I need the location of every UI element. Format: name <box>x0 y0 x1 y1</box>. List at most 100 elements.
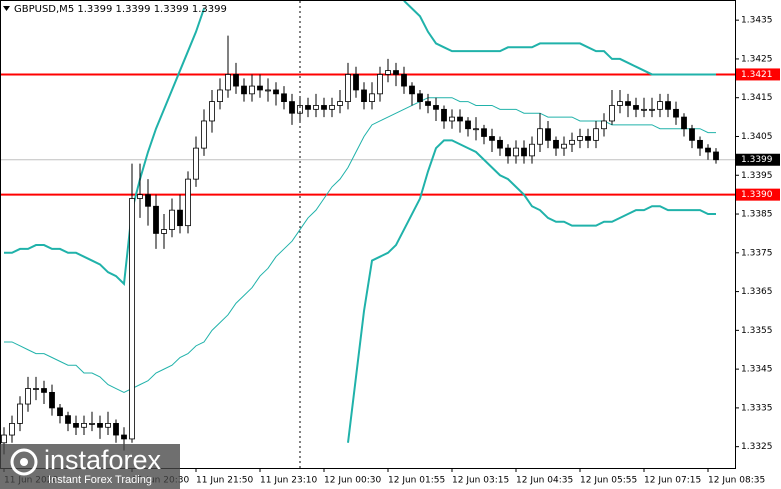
candle-body <box>249 85 255 95</box>
candle-body <box>385 70 391 75</box>
x-tick-label: 12 Jun 05:55 <box>580 476 637 486</box>
candle-body <box>281 93 287 102</box>
candle-body <box>49 391 55 409</box>
candle-body <box>393 70 399 75</box>
y-tick-label: 1.3425 <box>741 54 773 64</box>
candle-body <box>121 434 127 440</box>
candle-body <box>465 120 471 130</box>
last-price-box <box>736 153 780 166</box>
y-tick-label: 1.3435 <box>741 16 773 26</box>
x-tick-label: 12 Jun 00:30 <box>324 476 381 486</box>
candle-body <box>361 89 367 102</box>
candle-body <box>705 147 711 153</box>
level-label: 1.3390 <box>741 190 773 200</box>
x-tick-label: 12 Jun 04:35 <box>516 476 573 486</box>
candle-body <box>489 136 495 141</box>
y-tick-label: 1.3335 <box>741 403 773 413</box>
candle-body <box>65 415 71 424</box>
last-price-label: 1.3399 <box>741 155 773 165</box>
candle-body <box>657 101 663 110</box>
candle-body <box>217 89 223 102</box>
band-line <box>4 97 716 393</box>
y-tick-label: 1.3345 <box>741 365 773 375</box>
candle-body <box>137 194 143 199</box>
candle-body <box>257 85 263 91</box>
y-tick-label: 1.3355 <box>741 326 773 336</box>
y-tick-label: 1.3365 <box>741 287 773 297</box>
candle-body <box>441 108 447 122</box>
candle-body <box>369 93 375 102</box>
y-tick-label: 1.3395 <box>741 171 773 181</box>
x-tick-label: 12 Jun 08:35 <box>708 476 765 486</box>
candle-body <box>601 120 607 130</box>
candle-body <box>585 136 591 141</box>
plot-area <box>1 1 735 455</box>
band-line <box>347 139 716 443</box>
candle-body <box>713 151 719 161</box>
candle-body <box>521 147 527 157</box>
chart-title: GBPUSD,M5 1.3399 1.3399 1.3399 1.3399 <box>14 4 227 15</box>
candle-body <box>673 108 679 118</box>
candle-body <box>17 403 23 424</box>
candle-body <box>337 101 343 106</box>
candle-body <box>153 205 159 234</box>
x-tick-label: 12 Jun 07:15 <box>644 476 701 486</box>
candle-body <box>97 423 103 428</box>
candle-body <box>161 229 167 234</box>
candle-body <box>353 74 359 91</box>
candle-body <box>649 108 655 111</box>
candle-body <box>481 128 487 137</box>
y-tick-label: 1.3325 <box>741 442 773 452</box>
candle-body <box>505 147 511 157</box>
candle-body <box>321 105 327 110</box>
candle-body <box>577 136 583 141</box>
candle-body <box>129 198 135 440</box>
candle-body <box>41 388 47 393</box>
candle-body <box>697 139 703 149</box>
x-tick-label: 12 Jun 03:15 <box>452 476 509 486</box>
candle-body <box>113 423 119 436</box>
candle-body <box>297 105 303 114</box>
candle-body <box>473 128 479 131</box>
candle-body <box>593 128 599 141</box>
candle-body <box>105 423 111 428</box>
candle-body <box>609 105 615 122</box>
candle-body <box>57 407 63 417</box>
candle-body <box>177 209 183 227</box>
candle-body <box>193 147 199 180</box>
y-tick-label: 1.3405 <box>741 132 773 142</box>
candle-body <box>81 423 87 428</box>
candle-body <box>457 116 463 122</box>
level-label-box <box>736 188 780 201</box>
candle-body <box>1 434 7 444</box>
candle-body <box>497 139 503 149</box>
band-line <box>403 1 716 76</box>
candle-body <box>241 85 247 95</box>
candle-body <box>185 178 191 227</box>
x-tick-label: 11 Jun 23:10 <box>260 476 317 486</box>
candle-body <box>529 143 535 157</box>
candle-body <box>201 120 207 149</box>
candle-body <box>345 74 351 102</box>
candle-body <box>169 209 175 230</box>
band-line <box>4 8 205 286</box>
menu-arrow[interactable] <box>3 6 10 11</box>
candle-body <box>537 128 543 145</box>
watermark-logo-dot <box>20 458 28 466</box>
candle-body <box>329 105 335 110</box>
candle-body <box>449 116 455 122</box>
candle-body <box>553 139 559 149</box>
watermark-brand: instaforex <box>44 445 162 475</box>
candle-body <box>417 93 423 102</box>
candle-body <box>513 147 519 157</box>
candle-body <box>89 423 95 425</box>
candle-body <box>617 101 623 106</box>
candle-body <box>313 105 319 110</box>
candle-body <box>561 143 567 149</box>
y-tick-label: 1.3385 <box>741 210 773 220</box>
level-label: 1.3421 <box>741 70 773 80</box>
y-tick-label: 1.3375 <box>741 248 773 258</box>
candle-body <box>33 388 39 390</box>
candle-body <box>233 74 239 87</box>
